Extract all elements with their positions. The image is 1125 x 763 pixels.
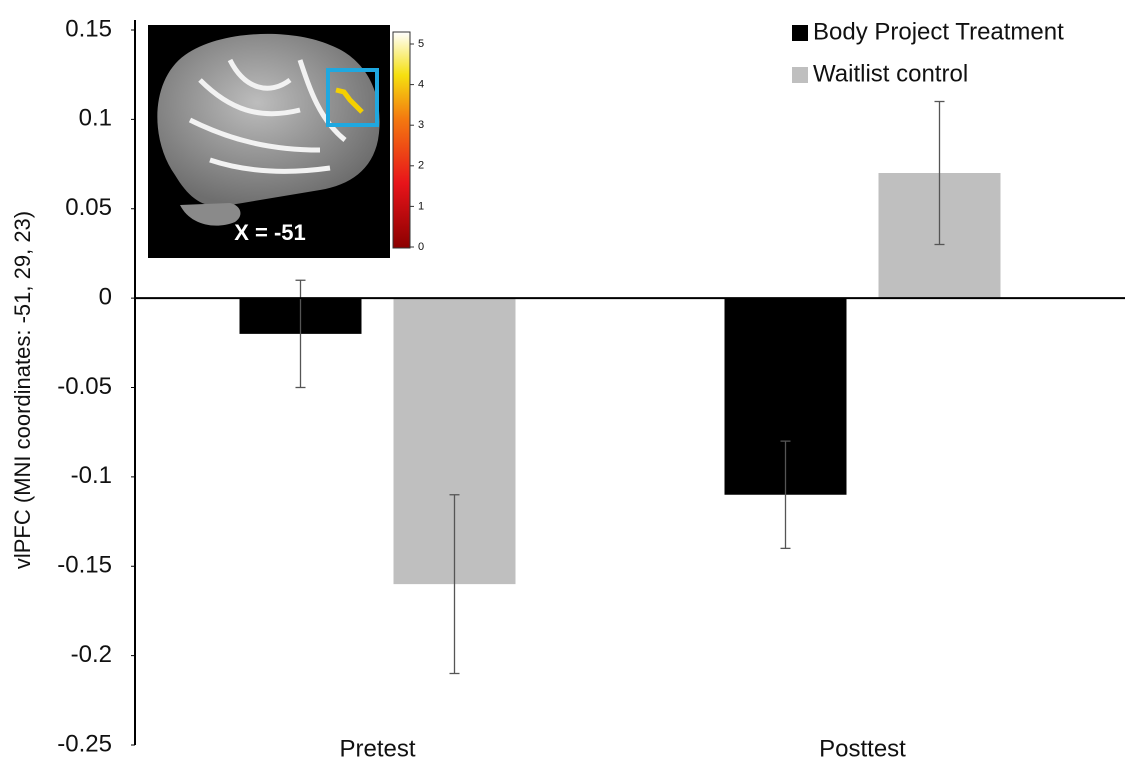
- x-tick-label: Posttest: [819, 735, 906, 762]
- colorbar-tick-label: 1: [418, 200, 424, 212]
- y-tick-label: -0.05: [57, 373, 112, 400]
- legend-swatch: [792, 67, 808, 83]
- y-tick-label: -0.15: [57, 552, 112, 579]
- y-axis-label: vlPFC (MNI coordinates: -51, 29, 23): [10, 211, 35, 569]
- inset: X = -51: [148, 25, 410, 258]
- colorbar: [393, 32, 410, 248]
- y-tick-label: -0.1: [71, 462, 112, 489]
- colorbar-tick-label: 2: [418, 160, 424, 172]
- y-tick-label: 0: [99, 283, 112, 310]
- legend-label: Body Project Treatment: [813, 18, 1064, 45]
- legend-label: Waitlist control: [813, 60, 968, 87]
- y-tick-label: 0.05: [65, 194, 112, 221]
- y-tick-label: 0.15: [65, 15, 112, 42]
- colorbar-tick-label: 3: [418, 119, 424, 131]
- colorbar-tick-label: 5: [418, 38, 424, 50]
- x-tick-label: Pretest: [339, 735, 415, 762]
- legend-swatch: [792, 25, 808, 41]
- colorbar-tick-label: 0: [418, 241, 424, 253]
- y-tick-label: -0.2: [71, 641, 112, 668]
- y-tick-label: -0.25: [57, 730, 112, 757]
- colorbar-tick-label: 4: [418, 79, 424, 91]
- chart: X = -51 vlPFC (MNI coordinates: -51, 29,…: [0, 0, 1125, 763]
- inset-label: X = -51: [234, 220, 306, 245]
- y-tick-label: 0.1: [79, 105, 112, 132]
